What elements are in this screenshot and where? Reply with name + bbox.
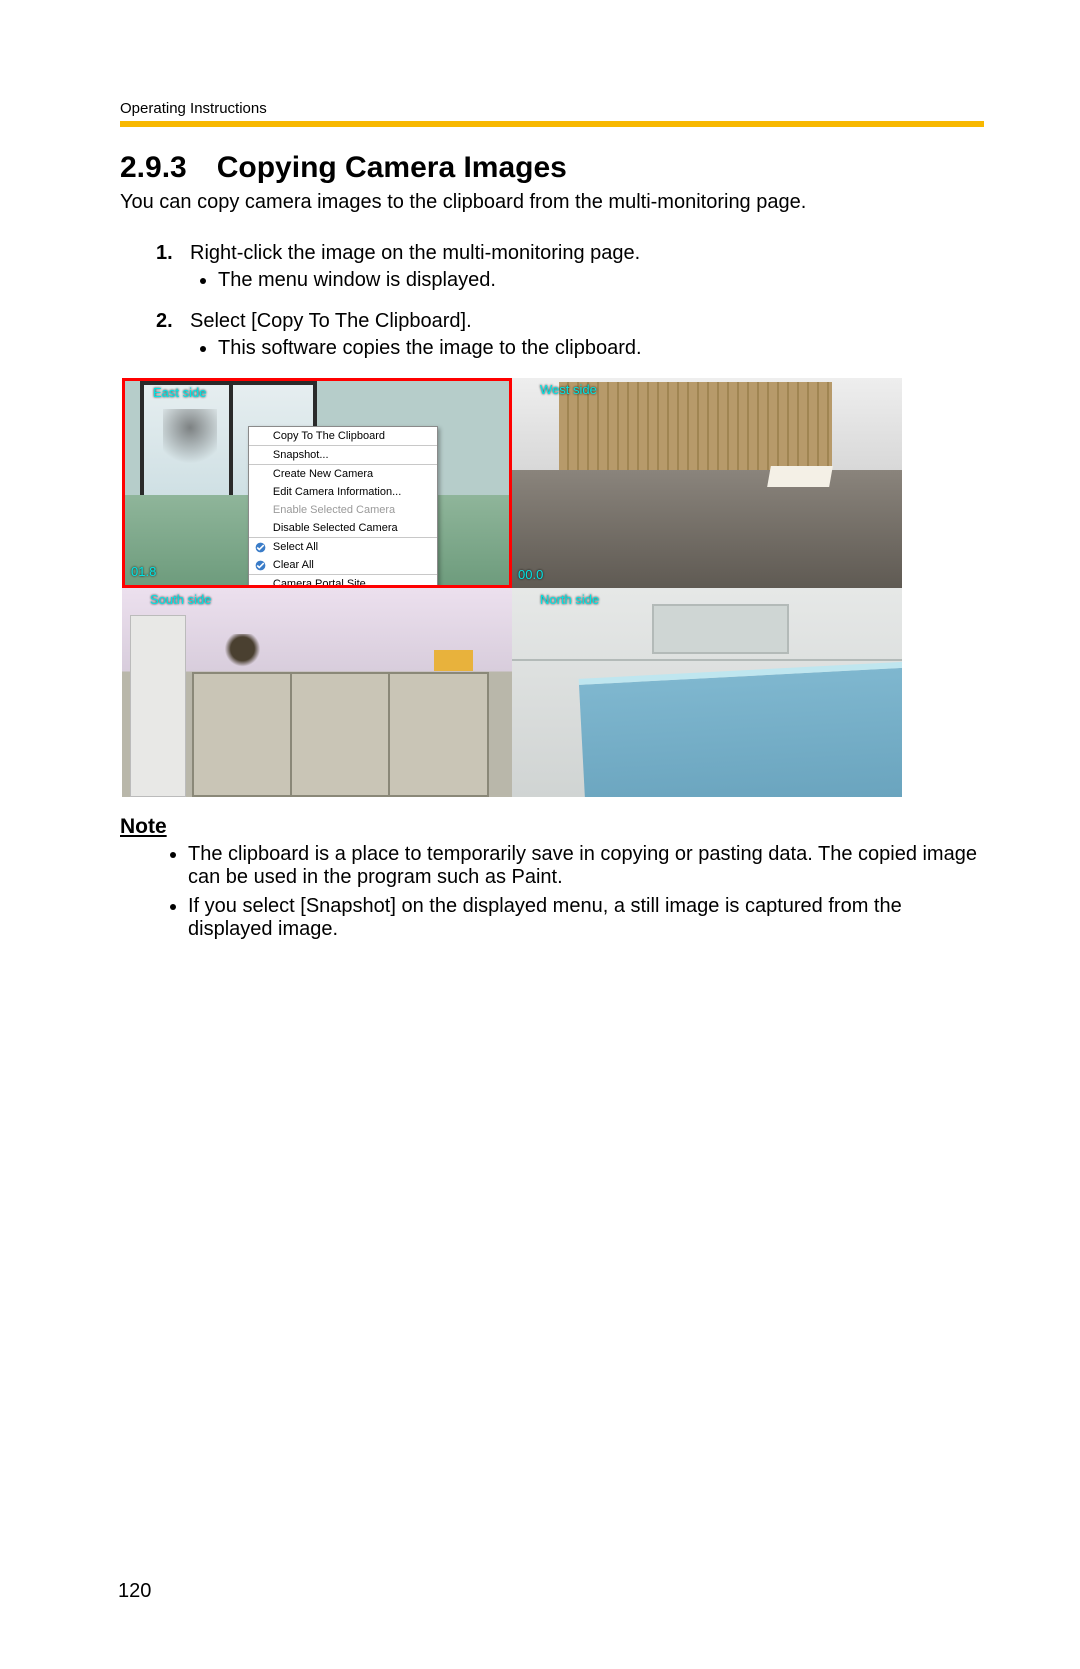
menu-item-label: Clear All [273,559,314,571]
menu-item-edit-camera-info[interactable]: Edit Camera Information... [249,483,437,501]
camera-value: 01.8 [131,564,156,579]
section-intro: You can copy camera images to the clipbo… [120,191,984,214]
menu-item-label: Edit Camera Information... [273,486,401,498]
menu-item-label: Snapshot... [273,449,329,461]
scene-plant [223,634,262,672]
camera-label: South side [150,592,211,607]
document-page: Operating Instructions 2.9.3 Copying Came… [0,0,1080,1669]
step-1-sub: The menu window is displayed. [190,269,984,292]
camera-scene [512,588,902,798]
step-2: 2. Select [Copy To The Clipboard]. This … [156,310,984,360]
camera-label: North side [540,592,599,607]
scene-vent [652,604,789,654]
note-list: The clipboard is a place to temporarily … [164,843,984,941]
step-1: 1. Right-click the image on the multi-mo… [156,242,984,292]
menu-item-label: Select All [273,541,318,553]
page-number: 120 [118,1580,151,1603]
camera-scene [512,378,902,588]
camera-feed-south[interactable]: South side [122,588,512,798]
scene-desk [512,470,902,587]
menu-item-create-camera[interactable]: Create New Camera [249,464,437,483]
scene-cabinets [192,672,488,798]
camera-scene [122,588,512,798]
menu-item-enable-camera: Enable Selected Camera [249,501,437,519]
scene-monitor [579,661,902,797]
step-2-sub: This software copies the image to the cl… [190,337,984,360]
scene-paper [768,466,834,487]
header-rule [120,121,984,127]
step-number: 2. [156,310,173,333]
camera-label: West side [540,382,597,397]
note-heading: Note [120,815,984,839]
camera-feed-east[interactable]: East side 01.8 Copy To The Clipboard Sna… [122,378,512,588]
scene-building [559,382,832,474]
menu-item-label: Camera Portal Site [273,578,366,588]
menu-item-camera-portal[interactable]: Camera Portal Site [249,574,437,588]
scene-fridge [130,615,187,797]
camera-value: 00.0 [518,567,543,582]
menu-item-label: Enable Selected Camera [273,504,395,516]
camera-label: East side [153,385,206,400]
multi-monitor-screenshot: East side 01.8 Copy To The Clipboard Sna… [122,378,902,797]
note-item-2: If you select [Snapshot] on the displaye… [188,895,984,941]
scene-ceiling-line [512,659,902,661]
step-2-sub-1: This software copies the image to the cl… [218,337,984,360]
menu-item-label: Copy To The Clipboard [273,430,385,442]
menu-item-label: Disable Selected Camera [273,522,398,534]
context-menu: Copy To The Clipboard Snapshot... Create… [248,426,438,588]
menu-item-snapshot[interactable]: Snapshot... [249,445,437,464]
check-icon [254,541,267,554]
note-item-1: The clipboard is a place to temporarily … [188,843,984,889]
section-title-text: Copying Camera Images [217,151,567,184]
step-text: Select [Copy To The Clipboard]. [190,310,472,332]
section-title: 2.9.3 Copying Camera Images [120,151,984,185]
step-text: Right-click the image on the multi-monit… [190,242,640,264]
step-number: 1. [156,242,173,265]
menu-item-clear-all[interactable]: Clear All [249,556,437,574]
running-header: Operating Instructions [120,100,984,117]
menu-item-copy-clipboard[interactable]: Copy To The Clipboard [249,427,437,445]
check-icon [254,559,267,572]
menu-item-select-all[interactable]: Select All [249,537,437,556]
steps-list: 1. Right-click the image on the multi-mo… [156,242,984,360]
scene-box [434,650,473,671]
menu-item-disable-camera[interactable]: Disable Selected Camera [249,519,437,537]
camera-feed-west[interactable]: West side 00.0 [512,378,902,588]
scene-tree [163,409,217,470]
step-1-sub-1: The menu window is displayed. [218,269,984,292]
section-number: 2.9.3 [120,151,187,184]
camera-feed-north[interactable]: North side [512,588,902,798]
menu-item-label: Create New Camera [273,468,373,480]
